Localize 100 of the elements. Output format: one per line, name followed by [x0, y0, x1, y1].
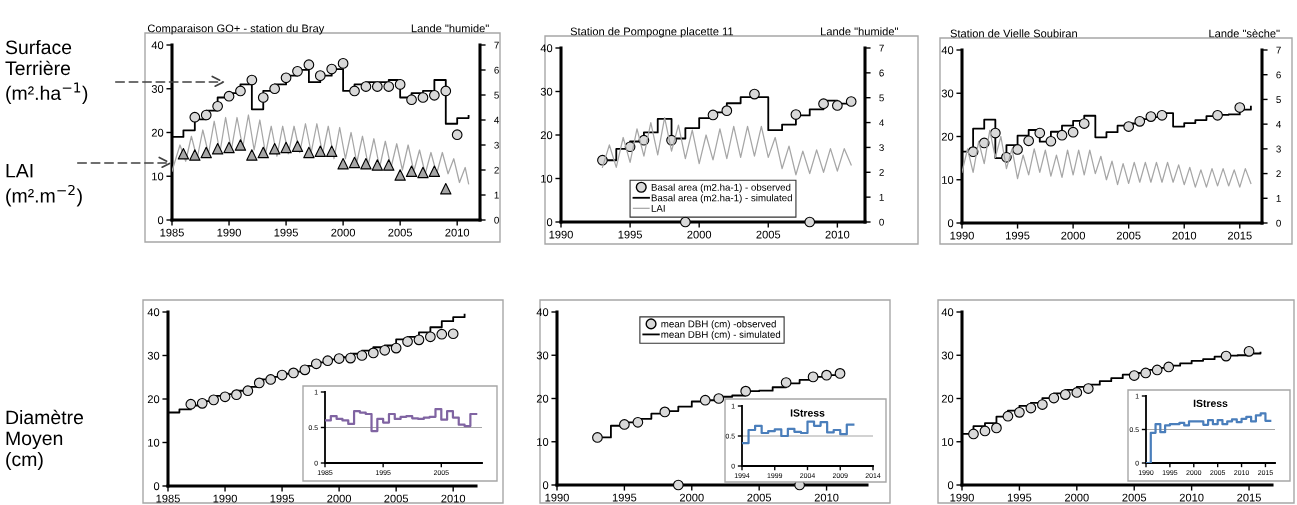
y-tick-label: 20 — [941, 132, 954, 141]
point — [790, 109, 802, 120]
point — [185, 398, 197, 410]
point — [699, 394, 711, 406]
point — [406, 94, 417, 106]
chart-title: Station de Vielle Soubiran — [950, 29, 1077, 38]
chart-subtitle: Lande "sèche" — [1209, 29, 1280, 38]
chart-subtitle: Lande "humide" — [821, 27, 898, 36]
chart-title: IStress — [1193, 399, 1228, 407]
y-tick-label: 40 — [941, 46, 954, 55]
point — [208, 394, 219, 406]
point — [196, 397, 208, 409]
y2-tick-label: 5 — [1276, 96, 1281, 104]
point — [1002, 410, 1014, 422]
point — [360, 81, 372, 92]
point — [1082, 383, 1094, 394]
point — [1128, 370, 1140, 381]
point — [367, 347, 379, 359]
point — [371, 159, 384, 171]
point — [253, 377, 265, 389]
point — [1045, 135, 1057, 147]
point — [1012, 144, 1023, 155]
x-tick-label: 1990 — [549, 230, 573, 239]
chart-title: Comparaison GO+ - station du Bray — [147, 24, 325, 35]
x-tick-label: 1985 — [160, 228, 184, 237]
point — [242, 385, 254, 397]
point — [219, 391, 231, 403]
point — [1023, 135, 1035, 147]
point — [379, 344, 391, 356]
x-tick-label: 1995 — [270, 494, 294, 503]
point — [394, 169, 406, 181]
point — [383, 159, 395, 171]
point — [1145, 111, 1157, 122]
line-series — [172, 114, 470, 185]
point — [821, 369, 832, 381]
x-tick-label: 2010 — [1179, 493, 1204, 502]
y-tick-label: 40 — [941, 308, 954, 317]
point — [333, 353, 345, 364]
y2-tick-label: 6 — [879, 69, 884, 77]
point — [223, 141, 235, 154]
y-tick-label: 30 — [536, 351, 549, 360]
text: LAI (m².m$^{−2}$) — [6, 163, 82, 207]
point — [749, 88, 760, 100]
point — [280, 72, 292, 84]
point — [349, 85, 360, 97]
y-tick-label: 20 — [941, 394, 954, 403]
y-tick-label: 20 — [151, 128, 164, 137]
y2-tick-label: 6 — [494, 66, 499, 74]
point — [280, 141, 292, 154]
point — [436, 328, 448, 340]
point — [212, 100, 223, 112]
point — [659, 406, 671, 418]
point — [804, 216, 816, 228]
point — [268, 143, 281, 155]
point — [1151, 364, 1163, 376]
y-tick-label: 0 — [153, 482, 160, 491]
point — [679, 216, 691, 228]
point — [337, 158, 349, 170]
point — [1056, 129, 1068, 141]
text: Diamètre Moyen (cm) — [6, 409, 84, 470]
point — [428, 165, 441, 177]
point — [1071, 387, 1083, 398]
legend-label: Basal area (m2.ha-1) - observed — [651, 183, 791, 193]
point — [451, 129, 463, 141]
point — [322, 355, 334, 367]
y-tick-label: 20 — [536, 394, 549, 403]
y-tick-label: 0 — [947, 219, 954, 228]
x-tick-label: 1990 — [950, 493, 974, 502]
x-tick-label: 2005 — [384, 494, 409, 503]
point — [1156, 109, 1168, 121]
y2-tick-label: 0 — [494, 216, 499, 224]
point — [257, 146, 269, 159]
y-tick-label: 0 — [546, 218, 553, 227]
y-tick-label: 10 — [537, 438, 549, 446]
x-tick-label: 2000 — [687, 230, 712, 239]
y-tick-label: 0 — [947, 481, 954, 490]
y2-tick-label: 5 — [494, 91, 499, 99]
point — [1059, 389, 1071, 400]
point — [672, 479, 684, 491]
point — [1037, 399, 1048, 410]
x-tick-label: 2010 — [814, 493, 839, 502]
point — [246, 74, 258, 86]
y-tick-label: 10 — [942, 438, 954, 446]
point — [360, 158, 372, 170]
point — [314, 70, 326, 81]
legend-label: LAI — [651, 205, 665, 212]
point — [291, 140, 304, 152]
point — [223, 90, 235, 102]
point — [425, 331, 436, 343]
x-tick-label: 2000 — [1061, 231, 1086, 240]
y-tick-label: 30 — [941, 351, 954, 360]
point — [818, 98, 829, 110]
y2-tick-label: 7 — [879, 44, 884, 52]
point — [1014, 406, 1025, 418]
point — [1140, 367, 1152, 379]
point — [211, 143, 224, 155]
y-tick-label: 30 — [540, 87, 553, 96]
point — [356, 350, 368, 361]
point — [231, 389, 242, 401]
point — [390, 342, 402, 354]
